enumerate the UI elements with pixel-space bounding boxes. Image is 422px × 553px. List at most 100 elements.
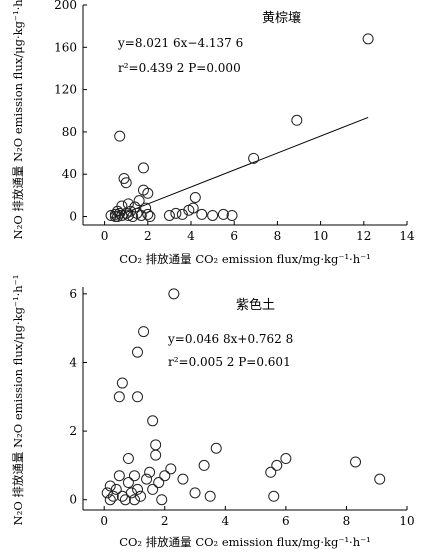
- data-point: [104, 480, 116, 492]
- data-point: [114, 207, 126, 219]
- data-point: [350, 456, 362, 468]
- data-point: [147, 415, 159, 427]
- data-point: [265, 466, 277, 478]
- y-tick-label: 0: [69, 210, 77, 224]
- data-point: [159, 470, 171, 482]
- regression-equation: y=8.021 6x−4.137 6: [117, 36, 243, 50]
- data-point: [165, 463, 177, 475]
- data-point: [137, 162, 149, 174]
- x-axis-label: CO₂ 排放通量 CO₂ emission flux/mg·kg⁻¹·h⁻¹: [119, 252, 371, 266]
- data-point: [132, 483, 144, 495]
- data-point: [248, 152, 260, 164]
- data-point: [128, 470, 140, 482]
- y-tick-label: 2: [69, 424, 77, 438]
- data-point: [217, 208, 229, 220]
- data-point: [168, 288, 180, 300]
- x-tick-label: 12: [356, 229, 371, 243]
- y-axis-label: N₂O 排放通量 N₂O emission flux/μg·kg⁻¹·h⁻¹: [11, 0, 25, 239]
- data-point: [110, 483, 122, 495]
- data-point: [133, 195, 145, 207]
- data-point: [140, 202, 152, 214]
- y-tick-label: 80: [62, 125, 77, 139]
- x-axis-label: CO₂ 排放通量 CO₂ emission flux/mg·kg⁻¹·h⁻¹: [119, 535, 371, 549]
- data-point: [280, 453, 292, 465]
- data-point: [104, 494, 116, 506]
- y-tick-label: 0: [69, 493, 77, 507]
- x-tick-label: 2: [161, 514, 169, 528]
- data-point: [120, 177, 132, 189]
- fit-line: [113, 116, 369, 218]
- x-tick-label: 0: [100, 514, 108, 528]
- data-point: [187, 202, 199, 214]
- x-tick-label: 4: [187, 229, 195, 243]
- data-point: [114, 130, 126, 142]
- data-point: [113, 391, 125, 403]
- x-tick-label: 10: [313, 229, 328, 243]
- y-tick-label: 4: [69, 355, 77, 369]
- data-point: [105, 209, 117, 221]
- data-point: [374, 473, 386, 485]
- data-point: [362, 33, 374, 45]
- y-tick-label: 200: [54, 0, 77, 12]
- chart-title: 黄棕壤: [262, 10, 301, 26]
- y-tick-label: 160: [54, 40, 77, 54]
- data-point: [156, 494, 168, 506]
- chart-title: 紫色土: [236, 297, 275, 313]
- data-point: [141, 473, 153, 485]
- y-axis-label: N₂O 排放通量 N₂O emission flux/μg·kg⁻¹·h⁻¹: [11, 275, 25, 526]
- data-point: [109, 208, 121, 220]
- x-tick-label: 14: [399, 229, 415, 243]
- data-point: [189, 192, 201, 203]
- chart-zisetu: 0 2 4 6 8 10 0 2 4 6 紫色土 y=0.046 8x+0.762 8 r²=0…: [11, 275, 415, 549]
- data-point: [170, 207, 182, 219]
- data-point: [107, 490, 119, 502]
- data-point: [116, 377, 128, 389]
- data-point: [150, 439, 162, 451]
- data-point: [147, 483, 159, 495]
- data-point: [204, 490, 216, 502]
- data-point: [271, 459, 283, 471]
- data-point: [144, 211, 156, 223]
- data-point: [291, 114, 303, 126]
- x-tick-label: 8: [274, 229, 282, 243]
- data-point: [138, 326, 150, 338]
- data-point: [189, 487, 201, 499]
- data-point: [268, 490, 280, 502]
- y-tick-label: 6: [69, 287, 77, 301]
- data-point: [128, 494, 140, 506]
- data-point: [210, 442, 222, 454]
- data-point: [122, 453, 134, 465]
- data-point: [119, 494, 131, 506]
- x-tick-label: 0: [101, 229, 109, 243]
- chart-huangzongrang: 0 2 4 6 8 10 12 14 0 40 80 120 160 200 黄棕壤 y=8.021 6…: [11, 0, 415, 266]
- data-point: [142, 208, 154, 220]
- data-point: [176, 208, 188, 220]
- data-point: [132, 391, 144, 403]
- regression-stats: r²=0.439 2 P=0.000: [118, 61, 241, 75]
- data-point: [150, 449, 162, 461]
- data-point: [177, 473, 189, 485]
- x-tick-label: 6: [230, 229, 238, 243]
- data-point: [207, 209, 219, 221]
- regression-stats: r²=0.005 2 P=0.601: [168, 355, 291, 369]
- data-point: [132, 346, 144, 358]
- data-point: [122, 477, 134, 489]
- data-point: [163, 209, 175, 221]
- x-tick-label: 4: [221, 514, 229, 528]
- data-point: [144, 466, 156, 478]
- regression-equation: y=0.046 8x+0.762 8: [167, 332, 293, 346]
- data-point: [122, 198, 134, 210]
- x-tick-label: 10: [399, 514, 414, 528]
- data-point: [142, 187, 154, 199]
- x-tick-label: 6: [282, 514, 290, 528]
- data-point: [113, 470, 125, 482]
- x-tick-label: 2: [144, 229, 152, 243]
- data-point: [198, 459, 210, 471]
- data-point: [153, 477, 165, 489]
- y-tick-label: 40: [62, 167, 77, 181]
- data-point: [125, 205, 137, 217]
- data-point: [135, 490, 147, 502]
- data-point: [196, 208, 208, 220]
- data-point: [226, 209, 238, 221]
